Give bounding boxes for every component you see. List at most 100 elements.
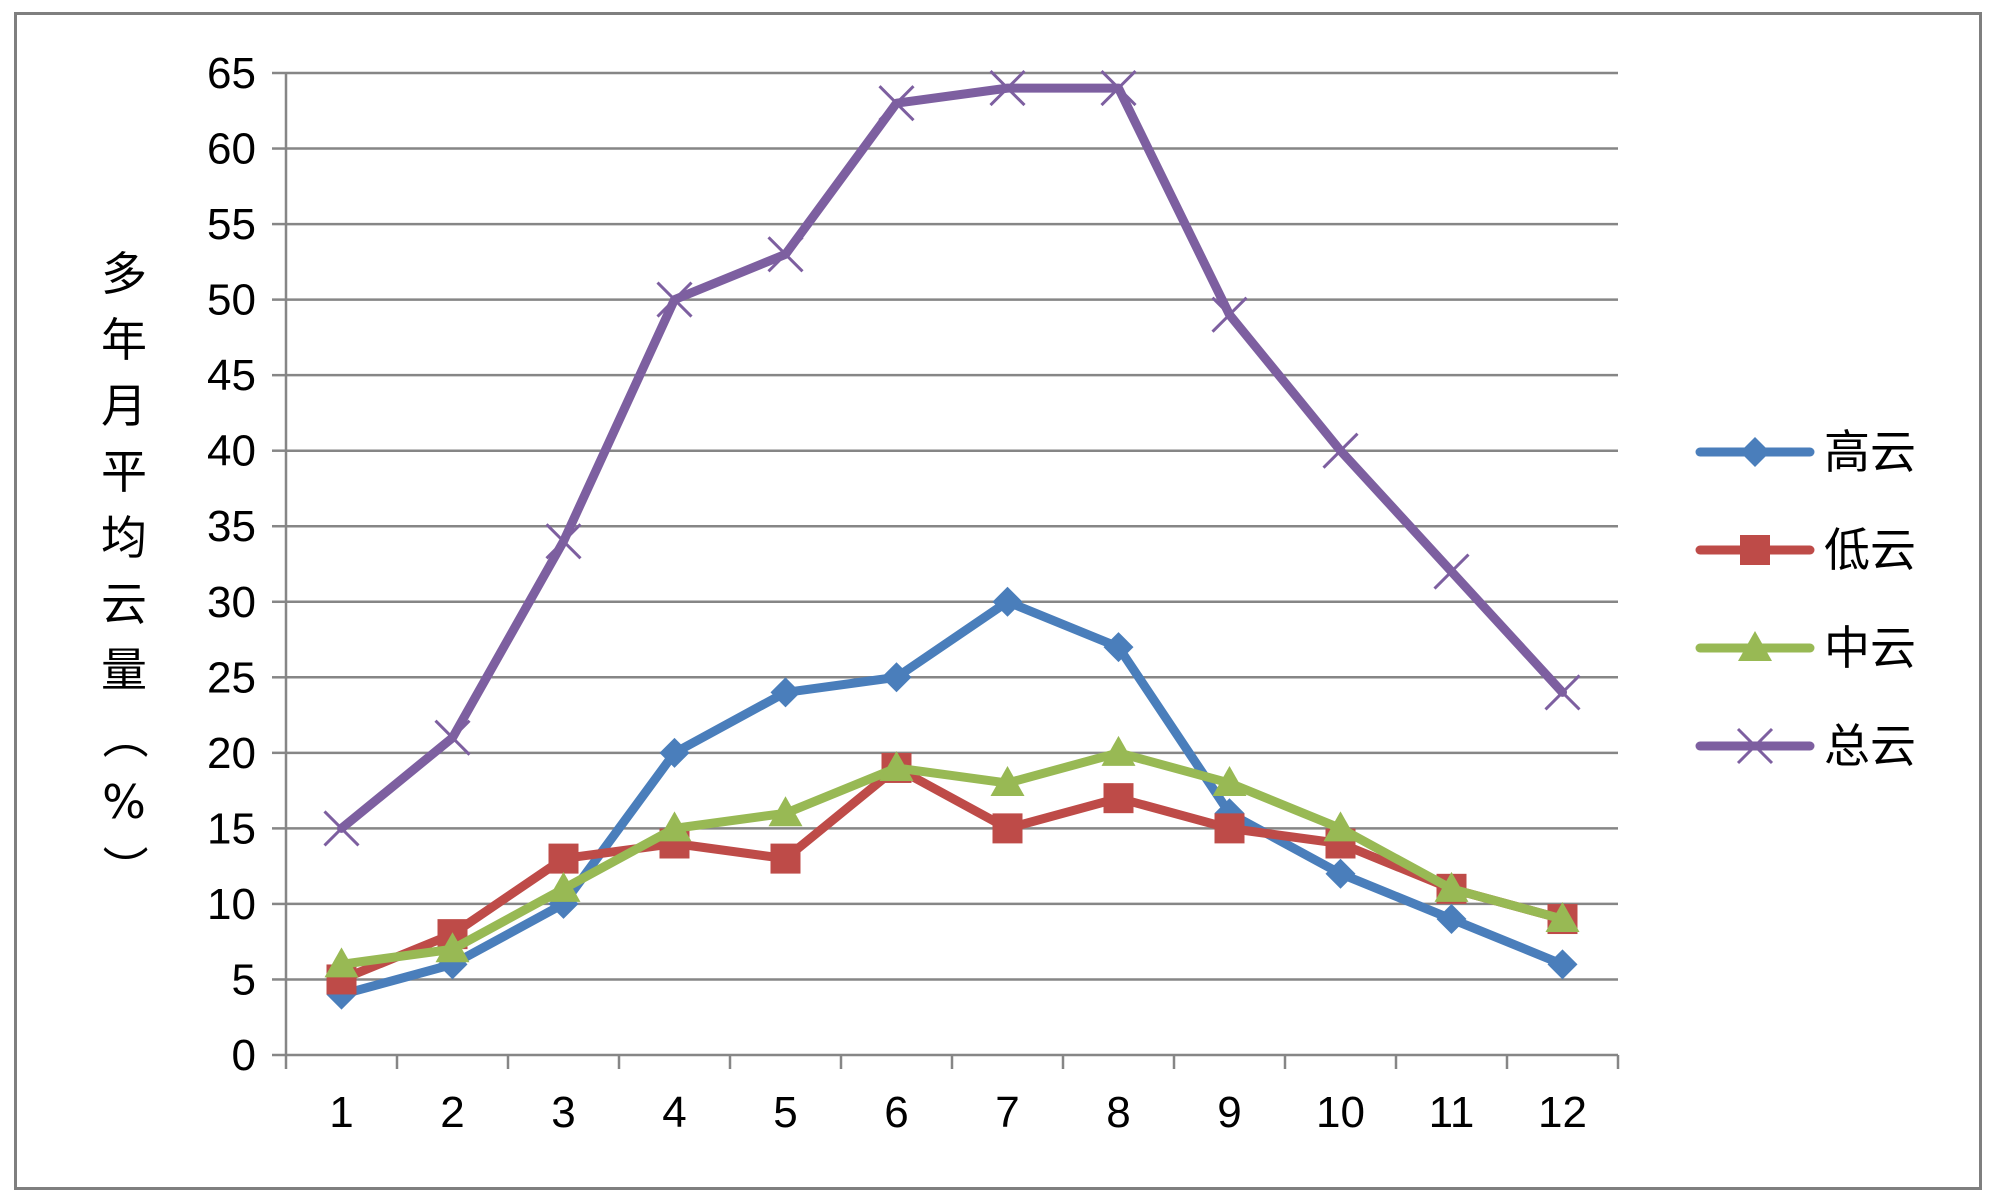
x-tick-label: 4 xyxy=(662,1088,686,1137)
data-point xyxy=(1547,949,1578,980)
data-point xyxy=(1103,632,1134,663)
series xyxy=(324,735,1580,978)
data-point xyxy=(1100,70,1137,107)
x-tick-labels: 1 2 3 4 5 6 7 8 9 10 11 12 xyxy=(329,1088,1587,1137)
y-tick-label: 60 xyxy=(207,125,256,174)
x-tick-label: 1 xyxy=(329,1088,353,1137)
y-axis-title-char: （ xyxy=(97,713,151,759)
x-tick-label: 5 xyxy=(773,1088,797,1137)
y-tick-label: 55 xyxy=(207,200,256,249)
y-axis-title-char: 云 xyxy=(101,577,147,631)
y-tick-label: 35 xyxy=(207,502,256,551)
data-point xyxy=(545,523,582,560)
y-tick-label: 45 xyxy=(207,351,256,400)
data-point xyxy=(1433,553,1470,590)
data-point xyxy=(1214,813,1245,844)
data-point xyxy=(879,750,914,781)
data-point xyxy=(323,810,360,847)
data-point xyxy=(434,719,471,756)
x-tick-label: 6 xyxy=(884,1088,908,1137)
y-axis-title-char: 月 xyxy=(101,379,147,433)
legend-entry: 低云 xyxy=(1695,523,1916,577)
x-tick-label: 12 xyxy=(1538,1088,1587,1137)
data-point xyxy=(989,70,1026,107)
x-tick-label: 3 xyxy=(551,1088,575,1137)
series xyxy=(326,752,1578,995)
y-tick-label: 40 xyxy=(207,427,256,476)
data-point xyxy=(1740,437,1770,467)
data-point xyxy=(656,281,693,318)
y-tick-label: 10 xyxy=(207,880,256,929)
data-point xyxy=(546,871,581,902)
data-point xyxy=(881,662,912,693)
data-point xyxy=(1545,902,1580,933)
series-line xyxy=(337,83,1567,833)
y-tick-label: 30 xyxy=(207,578,256,627)
legend-entry: 总云 xyxy=(1695,719,1916,773)
legend-label: 中云 xyxy=(1824,621,1916,675)
y-tick-label: 5 xyxy=(232,955,256,1004)
x-tick-label: 2 xyxy=(440,1088,464,1137)
data-point xyxy=(992,586,1023,617)
data-point xyxy=(548,843,579,874)
data-point xyxy=(435,932,470,963)
data-point xyxy=(1436,904,1467,935)
series-line xyxy=(337,763,1567,984)
data-point xyxy=(1434,871,1469,902)
x-tick-label: 10 xyxy=(1316,1088,1365,1137)
legend-label: 高云 xyxy=(1824,425,1916,479)
data-point xyxy=(1322,432,1359,469)
data-point xyxy=(1738,631,1772,661)
data-point xyxy=(768,796,803,827)
x-tick-label: 7 xyxy=(995,1088,1019,1137)
data-point xyxy=(767,236,804,273)
data-point xyxy=(992,813,1023,844)
legend-entry: 高云 xyxy=(1695,425,1916,479)
y-tick-label: 25 xyxy=(207,653,256,702)
data-point xyxy=(1740,535,1770,565)
data-point xyxy=(1211,296,1248,333)
y-axis-title-char: 年 xyxy=(101,313,147,367)
series-group xyxy=(323,70,1581,1010)
data-point xyxy=(659,737,690,768)
y-axis-title-char: 均 xyxy=(101,511,147,565)
x-tick-label: 8 xyxy=(1106,1088,1130,1137)
series-line xyxy=(337,597,1567,1000)
y-tick-label: 0 xyxy=(232,1031,256,1080)
legend-label: 低云 xyxy=(1824,523,1916,577)
data-point xyxy=(1103,783,1134,814)
y-tick-label: 65 xyxy=(207,49,256,98)
data-point xyxy=(770,843,801,874)
data-point xyxy=(990,766,1025,797)
y-axis-title-char: 平 xyxy=(101,445,147,499)
y-tick-label: 15 xyxy=(207,804,256,853)
data-point xyxy=(1544,674,1581,711)
data-point xyxy=(1325,858,1356,889)
data-point xyxy=(1212,766,1247,797)
grid-lines xyxy=(286,71,1618,981)
data-point xyxy=(324,947,359,978)
data-point xyxy=(1101,735,1136,766)
data-point xyxy=(770,677,801,708)
data-point xyxy=(878,85,915,122)
y-tick-labels: 0 5 10 15 20 25 30 35 40 45 50 55 60 65 xyxy=(207,49,256,1080)
y-axis-title-char: ） xyxy=(97,845,151,891)
y-axis-title-char: 量 xyxy=(101,643,147,697)
y-tick-label: 50 xyxy=(207,276,256,325)
data-point xyxy=(657,811,692,842)
y-axis-title-char: % xyxy=(102,775,146,829)
x-tick-label: 11 xyxy=(1429,1088,1475,1137)
data-point xyxy=(1736,727,1774,765)
y-tick-label: 20 xyxy=(207,729,256,778)
y-axis-title-char: 多 xyxy=(101,247,147,301)
legend-entry: 中云 xyxy=(1695,621,1916,675)
series xyxy=(323,70,1581,847)
data-point xyxy=(1323,811,1358,842)
x-tick-label: 9 xyxy=(1217,1088,1241,1137)
axes xyxy=(272,71,1620,1069)
series-line xyxy=(337,748,1567,969)
legend-label: 总云 xyxy=(1824,719,1916,773)
